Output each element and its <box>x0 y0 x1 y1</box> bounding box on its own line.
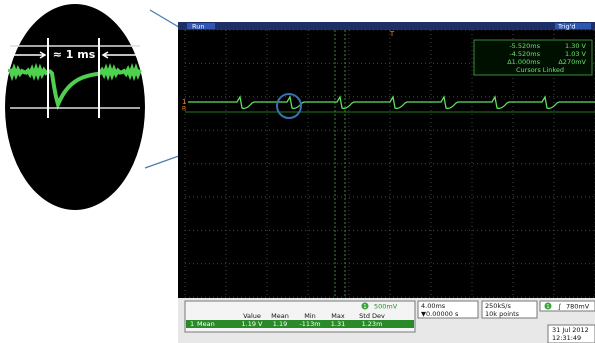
time: 12:31:49 <box>552 334 581 342</box>
channel-scale: 500mV <box>374 303 398 311</box>
trigger-level: 780mV <box>566 303 590 311</box>
measurement-header: Max <box>331 312 345 320</box>
trigger-channel: 1 <box>546 304 549 310</box>
measurement-value: 1.23m <box>362 320 383 328</box>
measurement-value: 1.19 <box>273 320 287 328</box>
scale-channel: 1 <box>363 304 366 310</box>
reference-marker: R <box>182 106 186 113</box>
measurement-name: Mean <box>197 320 215 328</box>
zoom-inset <box>5 4 145 210</box>
screenshot: ≈ 1 ms Run Trig'd 1 R T -5.520ms 1.30 V … <box>0 0 595 343</box>
inset-label: ≈ 1 ms <box>53 48 96 61</box>
trigger-status: Trig'd <box>557 23 576 31</box>
cursor-v2: 1.03 V <box>565 50 587 58</box>
record-length: 10k points <box>485 310 520 318</box>
cursor-t2: -4.520ms <box>509 50 540 58</box>
cursor-t1: -5.520ms <box>509 42 540 50</box>
sample-rate: 250kS/s <box>485 302 511 310</box>
run-status: Run <box>192 23 204 31</box>
measurement-header: Value <box>243 312 261 320</box>
cursor-dv: Δ270mV <box>558 58 586 66</box>
measurement-channel: 1 <box>190 320 194 328</box>
measurement-header: Min <box>304 312 316 320</box>
cursor-v1: 1.30 V <box>565 42 587 50</box>
timebase-scale: 4.00ms <box>421 302 446 310</box>
measurement-value: 1.19 V <box>242 320 264 328</box>
measurement-value: 1.31 <box>331 320 345 328</box>
measurement-header: Mean <box>271 312 289 320</box>
cursor-mode: Cursors Linked <box>516 66 564 74</box>
cursor-dt: Δ1.000ms <box>507 58 540 66</box>
timebase-position: ▼0.00000 s <box>421 310 459 318</box>
date: 31 Jul 2012 <box>552 326 589 334</box>
measurement-header: Std Dev <box>359 312 385 320</box>
measurement-value: -113m <box>299 320 320 328</box>
trigger-marker: T <box>389 30 395 38</box>
